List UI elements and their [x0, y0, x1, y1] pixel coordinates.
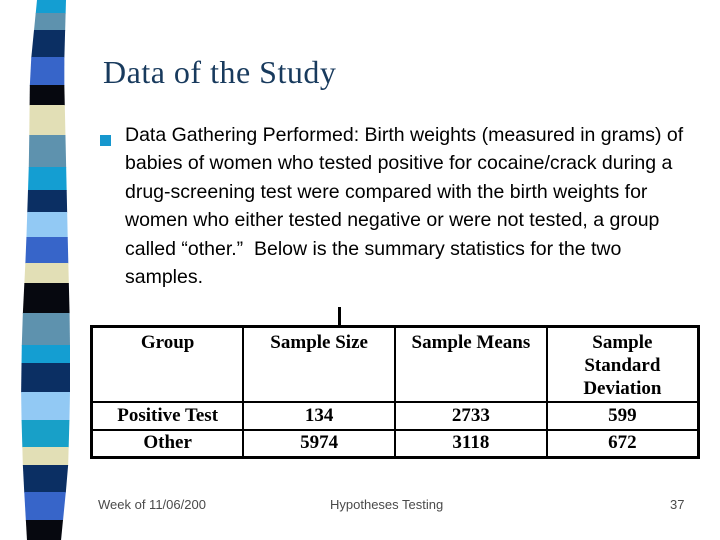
footer-date: Week of 11/06/200 [98, 497, 206, 512]
ribbon-block [25, 237, 69, 264]
table-row: Positive Test 134 2733 599 [90, 400, 700, 431]
table-cell: Other [90, 428, 245, 459]
ribbon-block [35, 0, 66, 14]
table-header-cell: Sample Size [242, 325, 396, 403]
table-header-label: Sample Means [411, 332, 531, 353]
ribbon-block [21, 345, 70, 364]
ribbon-block [21, 363, 70, 393]
table-header-label: Group [140, 332, 195, 353]
ribbon-block [34, 13, 66, 31]
summary-table: Group Sample Size Sample Means Sample Stand… [90, 325, 700, 459]
footer-course-name: Hypotheses Testing [330, 497, 444, 512]
table-header-label: Sample Size [270, 332, 368, 353]
ribbon-block [25, 520, 63, 540]
table-cell: 3118 [394, 428, 548, 459]
footer-page-number: 37 [670, 497, 685, 512]
table-header-cell: Sample Standard Deviation [545, 325, 700, 403]
summary-table-body: Positive Test 134 2733 599 Other 5974 3118 672 [90, 400, 700, 459]
slide-title: Data of the Study [103, 54, 337, 90]
ribbon-block [21, 392, 70, 421]
table-cell: 599 [545, 400, 700, 431]
table-cell: 2733 [394, 400, 548, 431]
table-cell: 5974 [242, 428, 396, 459]
table-row: Other 5974 3118 672 [90, 428, 700, 459]
table-cell: 672 [545, 428, 700, 459]
ribbon-block [22, 283, 70, 314]
table-cell: 134 [242, 400, 396, 431]
decorative-ribbon [21, 0, 71, 540]
ribbon-block [28, 167, 67, 191]
ribbon-block [26, 212, 68, 238]
bullet-square-icon [100, 135, 111, 146]
ribbon-block [22, 447, 69, 466]
ribbon-block [24, 492, 66, 521]
table-header-row: Group Sample Size Sample Means Sample Stand… [90, 325, 700, 403]
summary-table-head: Group Sample Size Sample Means Sample Stand… [90, 325, 700, 403]
ribbon-block [27, 190, 68, 213]
ribbon-block [21, 313, 71, 346]
table-header-cell: Group [90, 325, 245, 403]
ribbon-block [28, 135, 67, 168]
ribbon-block [31, 30, 66, 58]
body-paragraph: Data Gathering Performed: Birth weights … [125, 124, 689, 289]
ribbon-block [29, 85, 65, 106]
table-cell: Positive Test [90, 400, 245, 431]
ribbon-block [29, 57, 65, 86]
ribbon-block [21, 420, 70, 448]
table-column-divider-artifact [338, 307, 341, 326]
ribbon-block [29, 105, 66, 136]
ribbon-block [22, 465, 69, 493]
ribbon-block [24, 263, 69, 284]
table-header-cell: Sample Means [394, 325, 548, 403]
table-header-label: Sample Standard Deviation [583, 332, 662, 399]
